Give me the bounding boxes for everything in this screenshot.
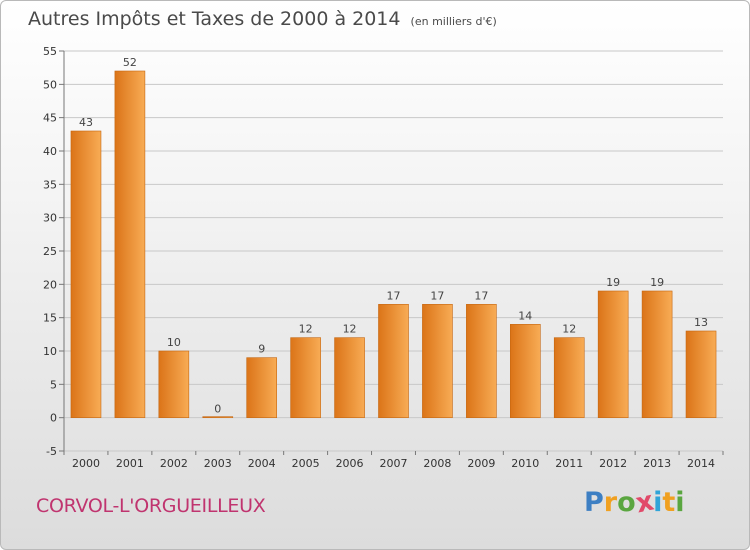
- y-tick-label: 40: [43, 145, 57, 158]
- data-label: 43: [79, 116, 93, 129]
- bar: [290, 337, 321, 418]
- x-tick-label: 2009: [467, 457, 495, 470]
- x-tick-label: 2000: [72, 457, 100, 470]
- chart-unit-text: (en milliers d'€): [410, 15, 497, 28]
- bar: [202, 416, 234, 418]
- x-tick-label: 2011: [555, 457, 583, 470]
- y-tick-label: 50: [43, 78, 57, 91]
- data-label: 9: [258, 343, 265, 356]
- x-tick-label: 2007: [380, 457, 408, 470]
- data-label: 17: [430, 289, 444, 302]
- x-tick-label: 2008: [423, 457, 451, 470]
- y-tick-label: 25: [43, 245, 57, 258]
- x-tick-label: 2014: [687, 457, 715, 470]
- x-tick-label: 2003: [204, 457, 232, 470]
- data-label: 12: [562, 323, 576, 336]
- bar: [641, 290, 673, 418]
- axes: [59, 50, 724, 455]
- data-label: 52: [123, 56, 137, 69]
- data-label: 17: [387, 289, 401, 302]
- data-label: 17: [474, 289, 488, 302]
- logo-letter: P: [584, 487, 604, 518]
- chart-title-text: Autres Impôts et Taxes de 2000 à 2014: [28, 8, 401, 30]
- y-tick-label: 5: [50, 378, 57, 391]
- logo-letter: i: [675, 487, 685, 518]
- y-tick-label: 0: [50, 412, 57, 425]
- x-tick-label: 2006: [336, 457, 364, 470]
- proxiti-logo: Proxiti: [584, 486, 685, 520]
- data-label: 10: [167, 336, 181, 349]
- chart-title: Autres Impôts et Taxes de 2000 à 2014 (e…: [28, 8, 497, 30]
- y-tick-label: 15: [43, 312, 57, 325]
- y-tick-label: 10: [43, 345, 57, 358]
- logo-letter: o: [617, 487, 636, 518]
- data-label: 13: [694, 316, 708, 329]
- commune-name: CORVOL-L'ORGUEILLEUX: [36, 495, 266, 517]
- data-label: 12: [343, 323, 357, 336]
- data-label: 19: [606, 276, 620, 289]
- logo-letter: i: [653, 487, 663, 518]
- data-label: 0: [214, 403, 221, 416]
- data-label: 14: [518, 309, 532, 322]
- bar: [422, 304, 453, 418]
- x-tick-label: 2002: [160, 457, 188, 470]
- x-tick-label: 2010: [511, 457, 539, 470]
- bar: [246, 357, 277, 418]
- bar: [114, 70, 146, 418]
- y-tick-label: 55: [43, 45, 57, 58]
- x-tick-label: 2013: [643, 457, 671, 470]
- x-tick-label: 2005: [292, 457, 320, 470]
- bar: [378, 304, 409, 418]
- x-tick-label: 2001: [116, 457, 144, 470]
- y-tick-label: 30: [43, 212, 57, 225]
- bar: [509, 324, 541, 418]
- x-tick-label: 2012: [599, 457, 627, 470]
- data-label: 19: [650, 276, 664, 289]
- labels: -5 0 5 10 15 20 25 30 35 40 45 50 55 43 2000 52 2001 10 20…: [43, 45, 715, 470]
- bar: [158, 350, 190, 418]
- bar: [553, 337, 585, 418]
- y-tick-label: 35: [43, 178, 57, 191]
- y-tick-label: 45: [43, 112, 57, 125]
- logo-letter: r: [603, 487, 618, 518]
- bar: [597, 290, 629, 418]
- bar: [685, 330, 717, 418]
- y-tick-label: -5: [46, 445, 57, 458]
- x-tick-label: 2004: [248, 457, 276, 470]
- logo-letter: t: [662, 487, 676, 518]
- bars: [70, 70, 717, 418]
- bar: [466, 304, 497, 418]
- y-tick-label: 20: [43, 278, 57, 291]
- bar: [70, 130, 102, 418]
- data-label: 12: [299, 323, 313, 336]
- bar: [334, 337, 365, 418]
